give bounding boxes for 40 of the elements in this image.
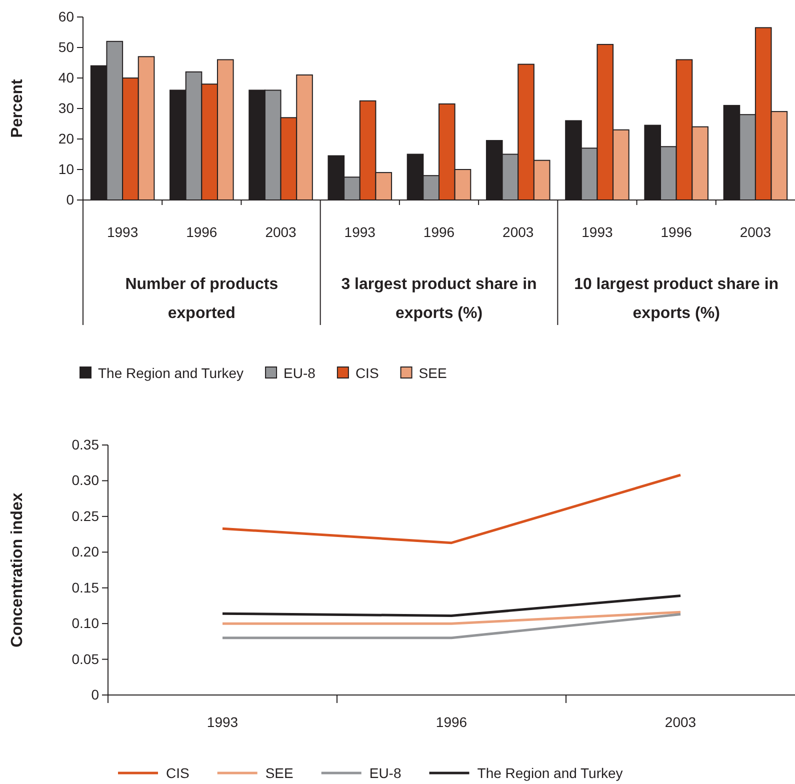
x-tick-label: 1993	[206, 714, 238, 730]
legend-label: EU-8	[284, 365, 316, 381]
y-tick-label: 0	[91, 686, 100, 702]
x-tick-label: 2003	[740, 224, 772, 240]
y-tick-label: 0.25	[72, 508, 100, 524]
legend-label: CIS	[355, 365, 379, 381]
legend-label: SEE	[418, 365, 447, 381]
legend-label: CIS	[166, 765, 190, 781]
y-tick-label: 0	[66, 191, 74, 208]
y-tick-label: 0.20	[72, 544, 100, 560]
y-tick-label: 30	[58, 100, 74, 116]
legend-label: The Region and Turkey	[477, 765, 623, 781]
x-tick-label: 2003	[265, 224, 297, 240]
y-tick-label: 20	[58, 130, 74, 146]
x-tick-label: 1996	[423, 224, 455, 240]
text: 10 largest product share in exports (%)	[574, 276, 779, 322]
x-tick-label: 2003	[502, 224, 534, 240]
y-tick-label: 0.35	[72, 436, 100, 452]
y-axis-title: Concentration index	[9, 492, 26, 648]
x-tick-label: 1996	[436, 714, 468, 730]
text: 3 largest product share in exports (%)	[341, 276, 537, 322]
y-tick-label: 10	[58, 160, 74, 177]
y-tick-label: 60	[58, 8, 74, 24]
y-tick-label: 0.15	[72, 579, 100, 596]
text: Number of products exported	[125, 276, 278, 322]
legend-label: The Region and Turkey	[98, 365, 244, 381]
legend-label: EU-8	[369, 765, 402, 781]
y-axis-title: Percent	[9, 78, 26, 138]
x-tick-label: 1996	[660, 224, 692, 240]
x-tick-label: 1993	[344, 224, 376, 240]
legend-label: SEE	[265, 765, 294, 781]
x-tick-label: 1993	[106, 224, 138, 240]
y-tick-label: 50	[58, 38, 74, 55]
y-tick-label: 0.05	[72, 650, 100, 667]
x-tick-label: 1996	[186, 224, 218, 240]
x-tick-label: 2003	[664, 714, 696, 730]
x-tick-label: 1993	[582, 224, 614, 240]
y-tick-label: 0.30	[72, 472, 100, 488]
y-tick-label: 40	[58, 69, 74, 86]
y-tick-label: 0.10	[72, 615, 100, 632]
